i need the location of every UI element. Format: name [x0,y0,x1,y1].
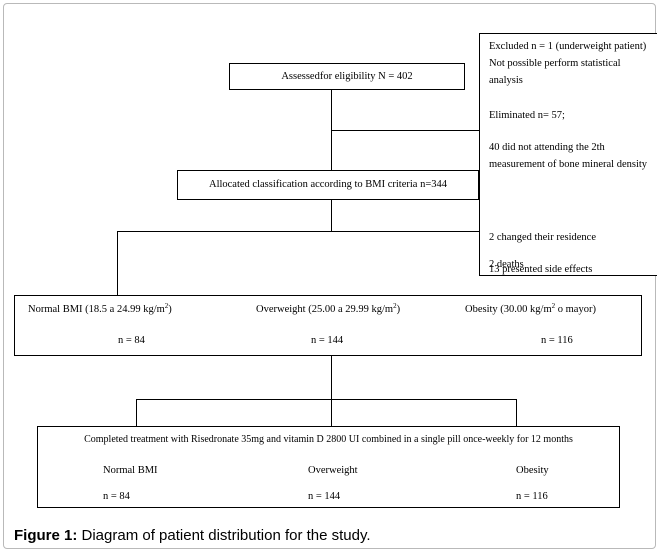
group-normal-label: Normal BMI (18.5 a 24.99 kg/m2) [28,302,172,315]
eliminated-residence: 2 changed their residence [489,232,596,243]
completed-over-n: n = 144 [308,491,341,502]
figure-caption: Figure 1: Diagram of patient distributio… [14,527,371,544]
group-over-n: n = 144 [311,335,344,346]
connector-allocated-down [331,199,332,231]
completed-obese-n: n = 116 [516,491,548,502]
eliminated-side-effects: 13 presented side effects [489,264,593,275]
group-over-label: Overweight (25.00 a 29.99 kg/m2) [256,302,401,315]
connector-groups-down [331,355,332,399]
figure-frame [3,3,656,549]
eliminated-deaths: 2 deaths [489,259,524,270]
connector-assessed-down [331,89,332,170]
connector-bottom-horizontal [136,399,517,400]
completed-over-label: Overweight [308,465,358,476]
groups-box: Normal BMI (18.5 a 24.99 kg/m2) Overweig… [14,295,642,356]
connector-bottom-right [516,399,517,426]
allocated-label: Allocated classification according to BM… [208,179,447,190]
connector-branch-horizontal [117,231,479,232]
completed-title: Completed treatment with Risedronate 35m… [84,434,573,445]
completed-box: Completed treatment with Risedronate 35m… [37,426,620,508]
excluded-box: Excluded n = 1 (underweight patient) Not… [479,33,657,276]
assessed-label: Assessedfor eligibility N = 402 [281,71,413,82]
completed-obese-label: Obesity [516,465,549,476]
completed-normal-label: Normal BMI [103,465,158,476]
connector-to-excluded [331,130,479,131]
allocated-box: Allocated classification according to BM… [177,170,479,200]
connector-branch-left [117,231,118,295]
eliminated-count: Eliminated n= 57; [489,110,565,121]
eliminated-no-measurement: 40 did not attending the 2th measurement… [489,142,648,170]
group-obese-n: n = 116 [541,335,573,346]
group-normal-n: n = 84 [118,335,145,346]
connector-bottom-left [136,399,137,426]
connector-bottom-middle [331,399,332,426]
figure-caption-label: Figure 1: [14,527,78,544]
group-obese-label: Obesity (30.00 kg/m2 o mayor) [465,302,596,315]
assessed-box: Assessedfor eligibility N = 402 [229,63,465,90]
excluded-underweight: Excluded n = 1 (underweight patient) Not… [489,41,647,86]
figure-caption-text: Diagram of patient distribution for the … [77,527,371,544]
completed-normal-n: n = 84 [103,491,130,502]
